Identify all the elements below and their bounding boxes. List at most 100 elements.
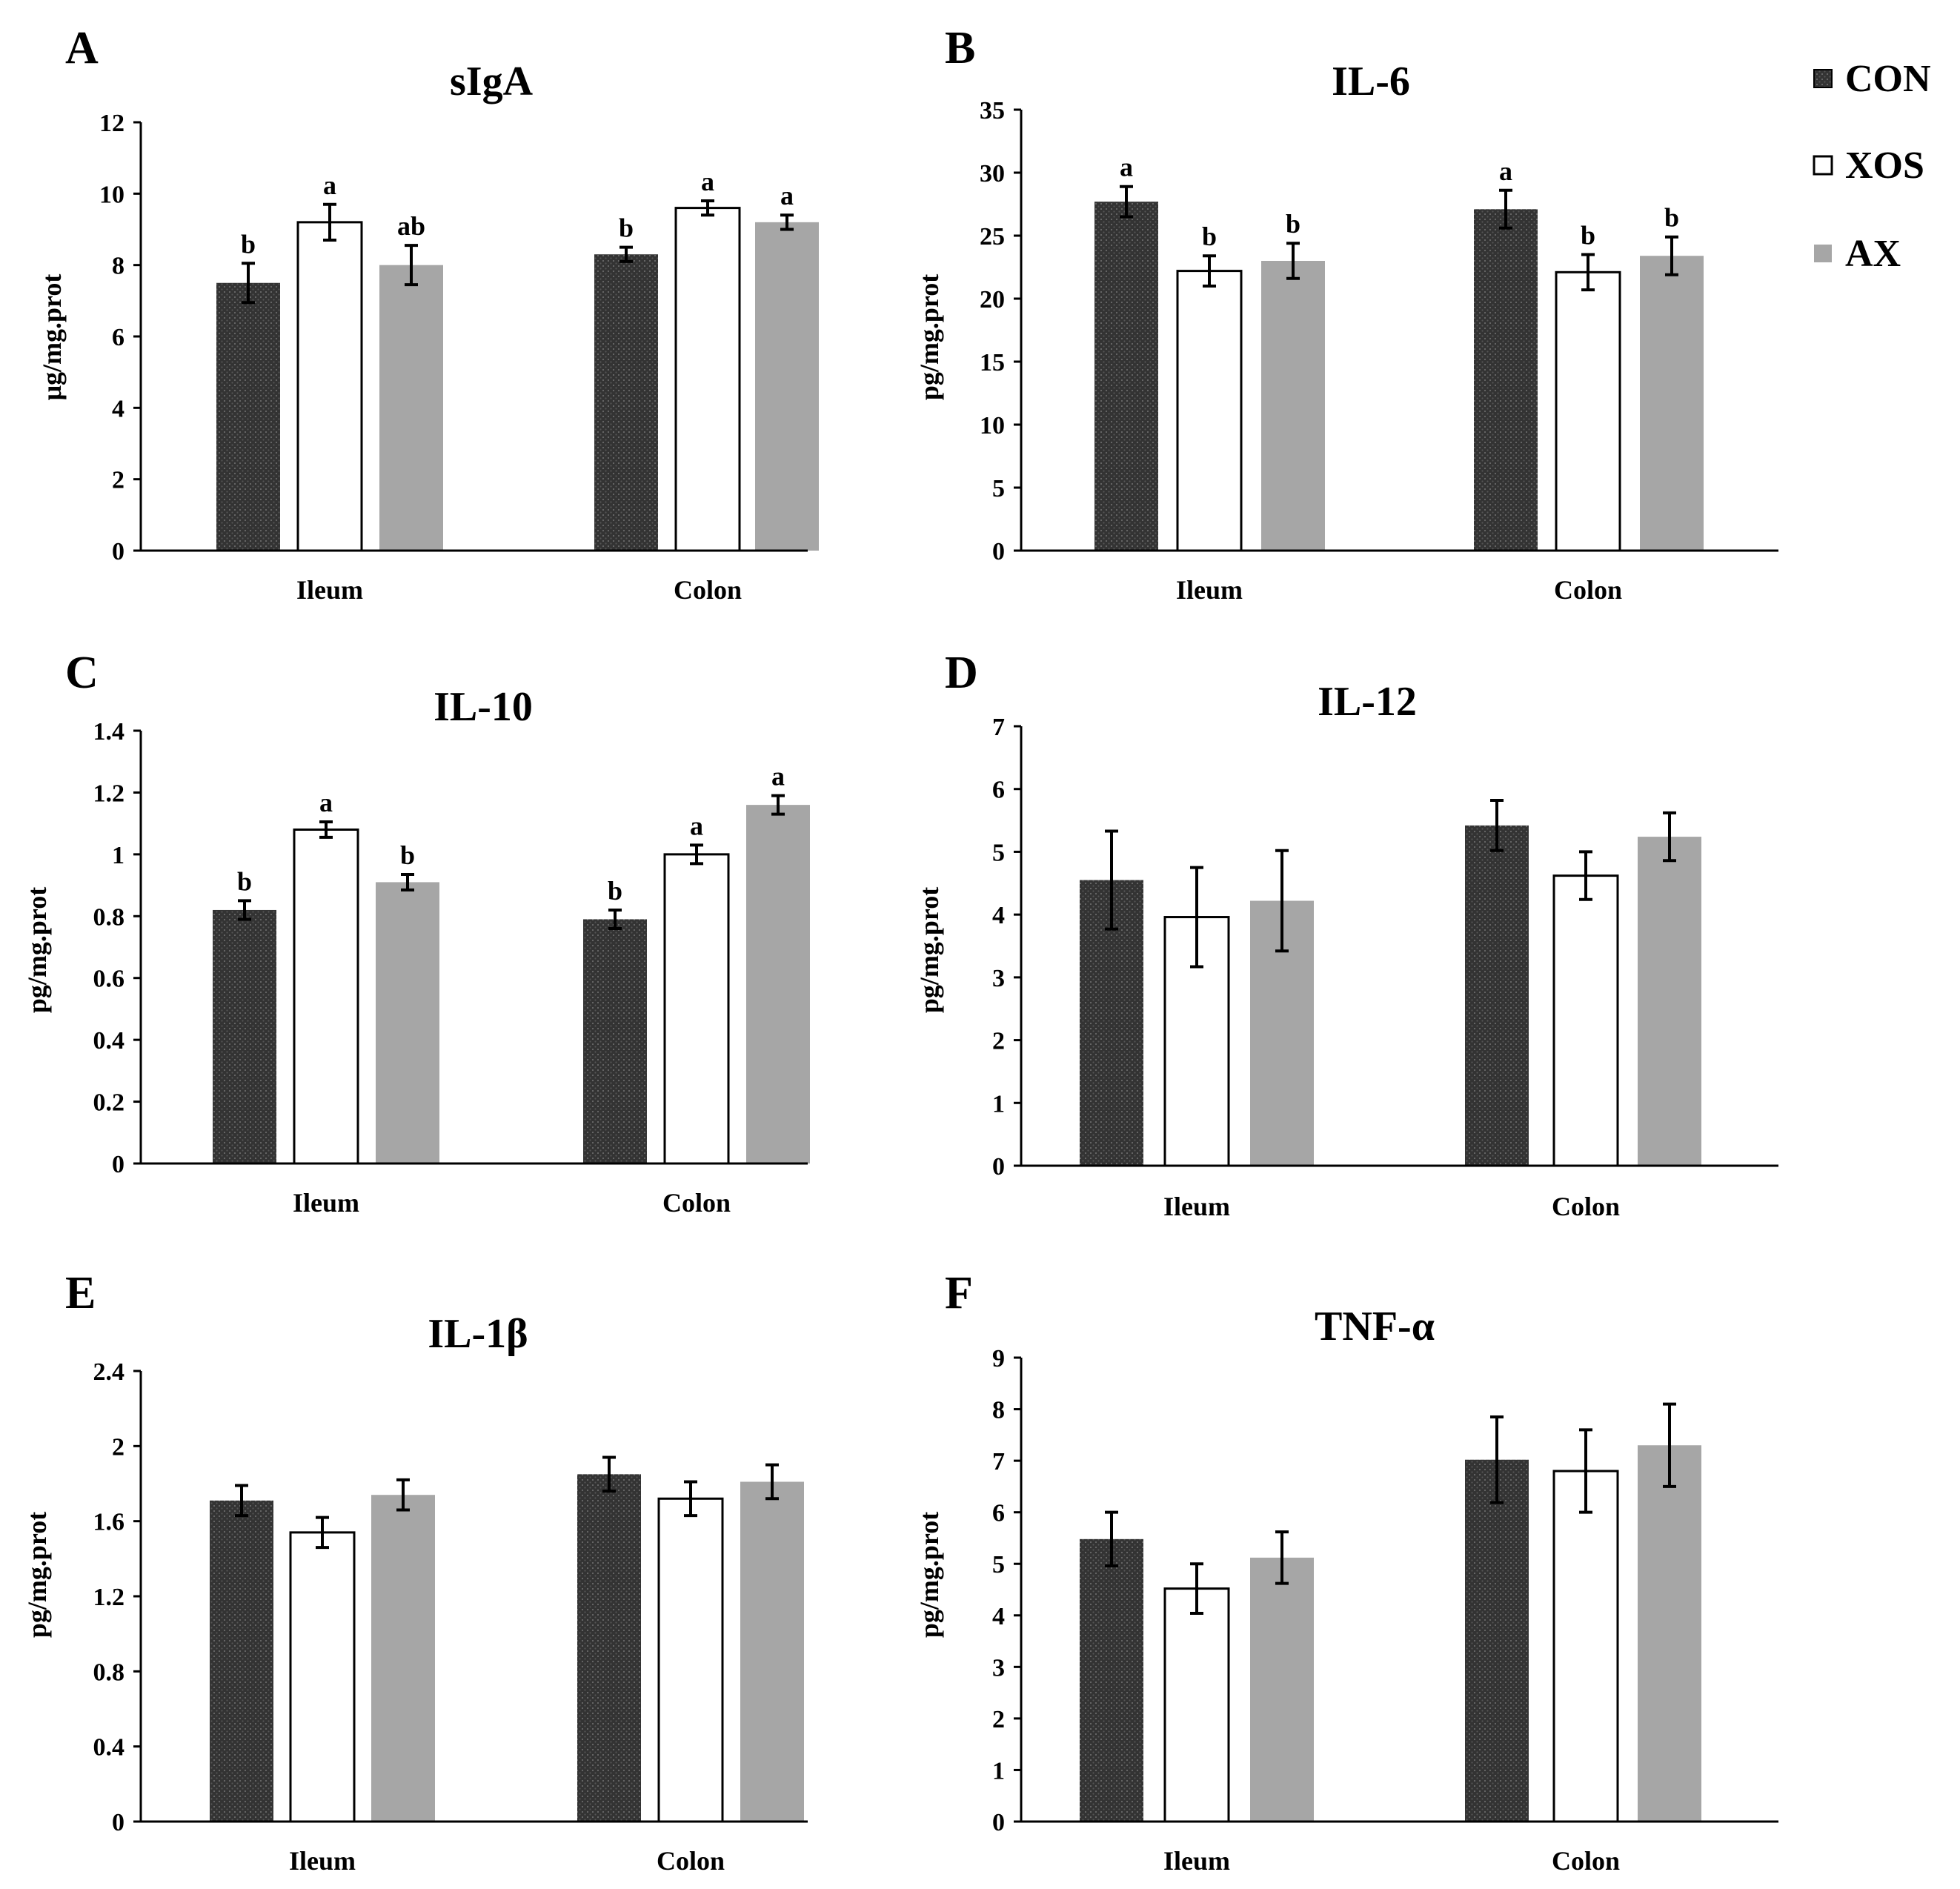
x-category-label: Ileum (296, 575, 363, 605)
y-tick-label: 1.6 (93, 1509, 125, 1536)
panel-c: C IL-10 pg/mg.prot 0 0.2 0.4 0.6 0.8 1 1.2 1.4 b… (22, 648, 810, 1218)
significance-letter: a (323, 170, 336, 200)
y-tick-label: 10 (980, 412, 1005, 439)
y-tick-label: 2 (992, 1706, 1005, 1733)
y-tick-label: 1 (112, 842, 124, 869)
significance-letter: b (1581, 221, 1595, 250)
x-category-label: Colon (1552, 1846, 1620, 1876)
x-category-label: Ileum (1163, 1846, 1230, 1876)
significance-letter: b (237, 866, 252, 896)
panel-e: E IL-1β pg/mg.prot 0 0.4 0.8 1.2 1.6 2 2.4 Ile… (22, 1268, 808, 1876)
panel-f: F TNF-α pg/mg.prot 0 1 2 3 4 5 6 7 8 9 Ileum Colo… (914, 1268, 1778, 1876)
y-tick-label: 0 (992, 1153, 1005, 1181)
significance-letter: b (241, 229, 256, 259)
chart-title: TNF-α (1315, 1304, 1435, 1349)
plot-area: 0 1 2 3 4 5 6 7 8 9 (992, 1345, 1778, 1836)
significance-letter: ab (397, 211, 425, 241)
plot-area: 0 1 2 3 4 5 6 7 (992, 714, 1778, 1181)
plot-area: 0 2 4 6 8 10 12 b b a a ab a (99, 110, 819, 565)
panel-letter: C (65, 648, 99, 698)
y-tick-label: 6 (112, 324, 124, 351)
y-tick-label: 0 (992, 538, 1005, 565)
y-axis-label: pg/mg.prot (22, 1512, 52, 1638)
y-tick-label: 2 (112, 467, 124, 494)
legend-label-ax: AX (1845, 233, 1901, 275)
y-tick-label: 1 (992, 1757, 1005, 1785)
chart-title: IL-6 (1332, 59, 1410, 104)
bar-con (210, 1500, 273, 1822)
bar-xos (296, 221, 363, 552)
y-tick-label: 5 (992, 1551, 1005, 1578)
y-tick-label: 20 (980, 286, 1005, 313)
y-tick-label: 0 (112, 1809, 124, 1836)
bar-ax (746, 805, 810, 1163)
bar-con (583, 919, 647, 1163)
bar-ax (1250, 1557, 1314, 1822)
y-tick-label: 0.6 (93, 966, 125, 993)
panel-letter: F (945, 1268, 973, 1318)
bar-con (577, 1474, 641, 1822)
bar-ax (1638, 1445, 1701, 1822)
bar-con (1465, 825, 1529, 1166)
bar-con (1474, 209, 1538, 551)
significance-letter: b (1202, 222, 1217, 251)
chart-title: IL-1β (428, 1311, 528, 1357)
legend-swatch-xos (1813, 155, 1833, 176)
y-tick-label: 2 (112, 1433, 124, 1461)
y-tick-label: 2 (992, 1028, 1005, 1055)
y-tick-label: 1.2 (93, 780, 125, 807)
significance-letter: b (400, 840, 415, 870)
y-tick-label: 0 (112, 538, 124, 565)
bar-xos (663, 853, 730, 1165)
legend: CON XOS AX (1813, 58, 1931, 275)
bar-xos (293, 828, 359, 1165)
bar-con (213, 909, 276, 1163)
bar-ax (1261, 261, 1325, 551)
bar-con (216, 282, 280, 551)
y-tick-label: 0 (112, 1151, 124, 1178)
significance-letter: b (1286, 209, 1300, 239)
y-tick-label: 0.2 (93, 1089, 125, 1117)
panel-letter: A (65, 23, 99, 73)
y-tick-label: 7 (992, 714, 1005, 741)
significance-letter: b (619, 213, 634, 243)
y-tick-label: 3 (992, 1654, 1005, 1681)
chart-title: IL-10 (433, 684, 533, 730)
significance-letter: b (608, 876, 622, 906)
chart-title: IL-12 (1318, 679, 1417, 725)
y-tick-label: 30 (980, 160, 1005, 187)
bar-ax (376, 882, 439, 1163)
bar-ax (1640, 256, 1704, 551)
y-tick-label: 9 (992, 1345, 1005, 1372)
y-axis-label: pg/mg.prot (22, 887, 52, 1013)
significance-letter: a (319, 788, 333, 817)
y-tick-label: 5 (992, 839, 1005, 866)
bar-con (1465, 1459, 1529, 1822)
y-tick-label: 5 (992, 475, 1005, 502)
y-tick-label: 15 (980, 349, 1005, 376)
y-tick-label: 0.8 (93, 903, 125, 931)
y-tick-label: 1.4 (93, 718, 125, 746)
y-tick-label: 35 (980, 97, 1005, 125)
x-category-label: Colon (674, 575, 742, 605)
plot-area: 0 0.4 0.8 1.2 1.6 2 2.4 (93, 1358, 808, 1836)
panel-b: B IL-6 pg/mg.prot 0 5 10 15 20 25 30 35 a a b b b b I… (914, 23, 1778, 605)
legend-label-xos: XOS (1845, 145, 1924, 187)
legend-swatch-ax (1814, 245, 1832, 262)
y-axis-label: pg/mg.prot (914, 1512, 944, 1638)
y-tick-label: 8 (992, 1397, 1005, 1424)
bar-ax (1638, 837, 1701, 1166)
x-category-label: Colon (657, 1846, 725, 1876)
y-tick-label: 1.2 (93, 1584, 125, 1611)
x-category-label: Ileum (289, 1846, 356, 1876)
y-tick-label: 0.4 (93, 1027, 125, 1055)
y-tick-label: 4 (992, 1603, 1005, 1630)
legend-label-con: CON (1845, 58, 1931, 100)
bar-xos (289, 1531, 356, 1823)
y-tick-label: 7 (992, 1448, 1005, 1475)
panel-d: D IL-12 pg/mg.prot 0 1 2 3 4 5 6 7 Ileum Colon (914, 648, 1778, 1221)
y-tick-label: 25 (980, 223, 1005, 250)
y-axis-label: μg/mg.prot (37, 274, 67, 401)
significance-letter: a (1120, 153, 1133, 182)
y-tick-label: 4 (112, 395, 124, 422)
